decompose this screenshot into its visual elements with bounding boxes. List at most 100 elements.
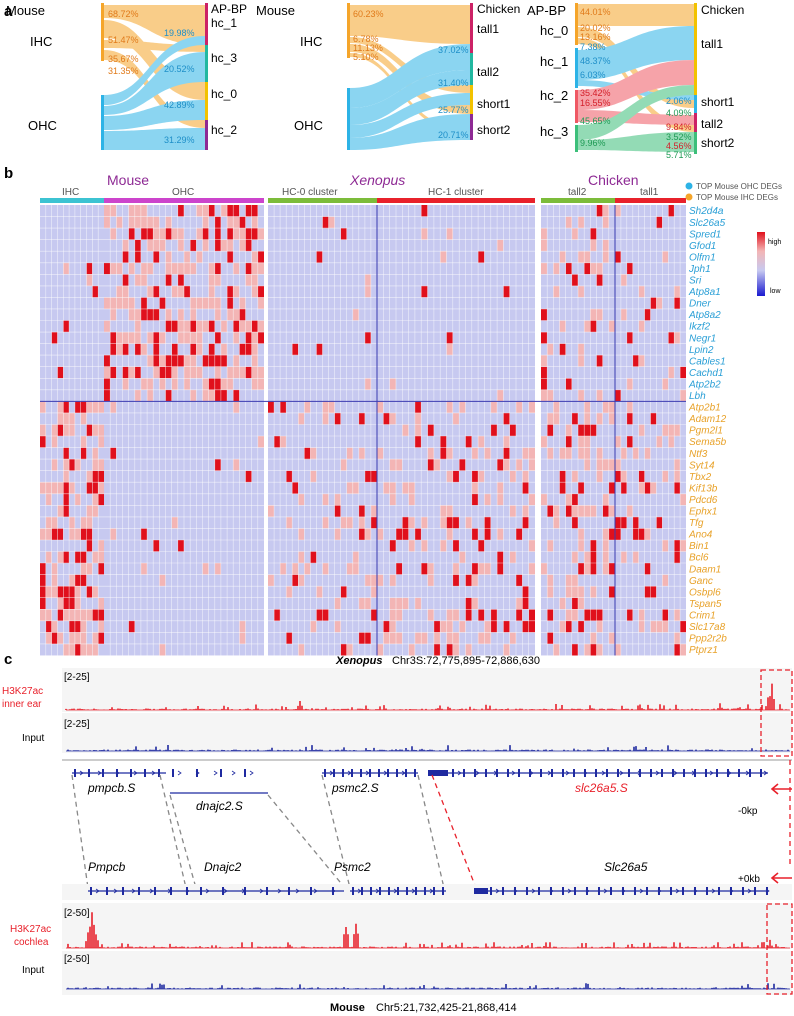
heatmap-cell [662, 540, 669, 552]
heatmap-cell [110, 297, 117, 309]
sankey-1-pct-b4: 31.29% [164, 135, 195, 145]
exon [130, 769, 132, 777]
heatmap-cell [590, 563, 597, 575]
mouse-tss-label: +0kb [738, 874, 760, 885]
sankey-3-pct-8: 16.55% [580, 98, 611, 108]
heatmap-cell [69, 574, 75, 587]
exon [360, 769, 362, 777]
heatmap-cell [377, 447, 384, 460]
exon [540, 769, 542, 777]
heatmap-cell [528, 609, 535, 621]
heatmap-cell [140, 378, 148, 390]
heatmap-cell [620, 308, 627, 321]
heatmap-cell [177, 332, 184, 344]
heatmap-cell [322, 412, 329, 425]
heatmap-cell [98, 424, 104, 437]
heatmap-cell [208, 355, 215, 367]
heatmap-cell [541, 332, 548, 344]
heatmap-cell [40, 528, 46, 540]
heatmap-cell [128, 297, 135, 309]
heatmap-cell [116, 216, 123, 229]
heatmap-cell [674, 297, 681, 309]
heatmap-cell [571, 574, 578, 587]
heatmap-cell [662, 424, 669, 437]
sankey-1-pct-o1: 68.72% [108, 9, 139, 19]
heatmap-cell [584, 447, 591, 460]
heatmap-cell [74, 597, 81, 610]
heatmap-cell [503, 643, 510, 656]
heatmap-cell [147, 216, 154, 229]
heatmap-cell [51, 563, 58, 575]
heatmap-cell [251, 262, 258, 275]
heatmap-cell [140, 262, 148, 275]
heatmap-cell [171, 516, 178, 529]
heatmap-cell [177, 355, 184, 367]
heatmap-cell [340, 586, 347, 598]
heatmap-cell [674, 285, 681, 298]
heatmap-cell [503, 436, 510, 448]
heatmap-cell [440, 540, 447, 552]
heatmap-cell [51, 424, 58, 437]
gene-m-slc26a5: Slc26a5 [604, 860, 648, 874]
heatmap-cell [465, 436, 472, 448]
heatmap-cell [104, 366, 111, 379]
heatmap-cell [465, 643, 472, 656]
heatmap-cell [596, 447, 603, 460]
exon [414, 769, 416, 777]
heatmap-cell [63, 412, 70, 425]
heatmap-cell [446, 447, 453, 460]
heatmap-cell [92, 401, 99, 413]
heatmap-cell [245, 274, 252, 286]
heatmap-cell [40, 563, 46, 575]
heatmap-cell [298, 528, 305, 540]
exon [463, 769, 465, 777]
gene-label-ihc: Sema5b [689, 437, 727, 448]
heatmap-cell [322, 493, 329, 506]
heatmap-cell [674, 332, 681, 344]
heatmap-cell [110, 401, 117, 413]
heatmap-cell [590, 320, 597, 333]
heatmap-cell [471, 493, 479, 506]
sankey-3-node-hc1: hc_1 [540, 54, 568, 69]
heatmap-cell [433, 643, 441, 656]
heatmap-cell [233, 205, 240, 217]
heatmap-cell [51, 459, 58, 471]
heatmap-cell [140, 297, 148, 309]
heatmap-cell [227, 378, 234, 390]
heatmap-cell [446, 632, 453, 644]
gene-label-ohc: Atp2b2 [688, 380, 721, 391]
heatmap-cell [74, 586, 81, 598]
sankey-3-left-title: AP-BP [527, 3, 566, 18]
heatmap-cell [177, 262, 184, 275]
sankey-3-flows [578, 4, 694, 152]
heatmap-cell [190, 389, 197, 402]
gene-m-dnajc2: Dnajc2 [204, 860, 242, 874]
heatmap-cell [165, 389, 172, 402]
exon [682, 887, 684, 895]
heatmap-cell [110, 205, 117, 217]
heatmap-cell [171, 343, 178, 356]
heatmap-cell [184, 320, 191, 333]
heatmap-cell [596, 643, 603, 656]
xenopus-title: Xenopus [335, 655, 382, 667]
sankey-1-pct-b1: 19.98% [164, 28, 195, 38]
heatmap-cell [57, 586, 64, 598]
heatmap-cell [316, 586, 323, 598]
heatmap-cell [92, 493, 99, 506]
heatmap-cell [190, 332, 197, 344]
heatmap-cell [214, 262, 221, 275]
heatmap-cell [421, 285, 428, 298]
heatmap-cluster-tall1: tall1 [640, 187, 659, 198]
heatmap-cell [471, 597, 479, 610]
heatmap-cell [559, 620, 566, 633]
sankey-3-node-hc3: hc_3 [540, 124, 568, 139]
heatmap-cell [602, 459, 609, 471]
heatmap-cell [446, 516, 453, 529]
gene-label-ihc: Crim1 [689, 611, 716, 622]
heatmap-cell [177, 274, 184, 286]
heatmap-cell [239, 216, 246, 229]
heatmap-cell [80, 436, 87, 448]
heatmap-cell [334, 505, 341, 517]
heatmap-cell [541, 366, 548, 379]
heatmap-cell [596, 355, 603, 367]
